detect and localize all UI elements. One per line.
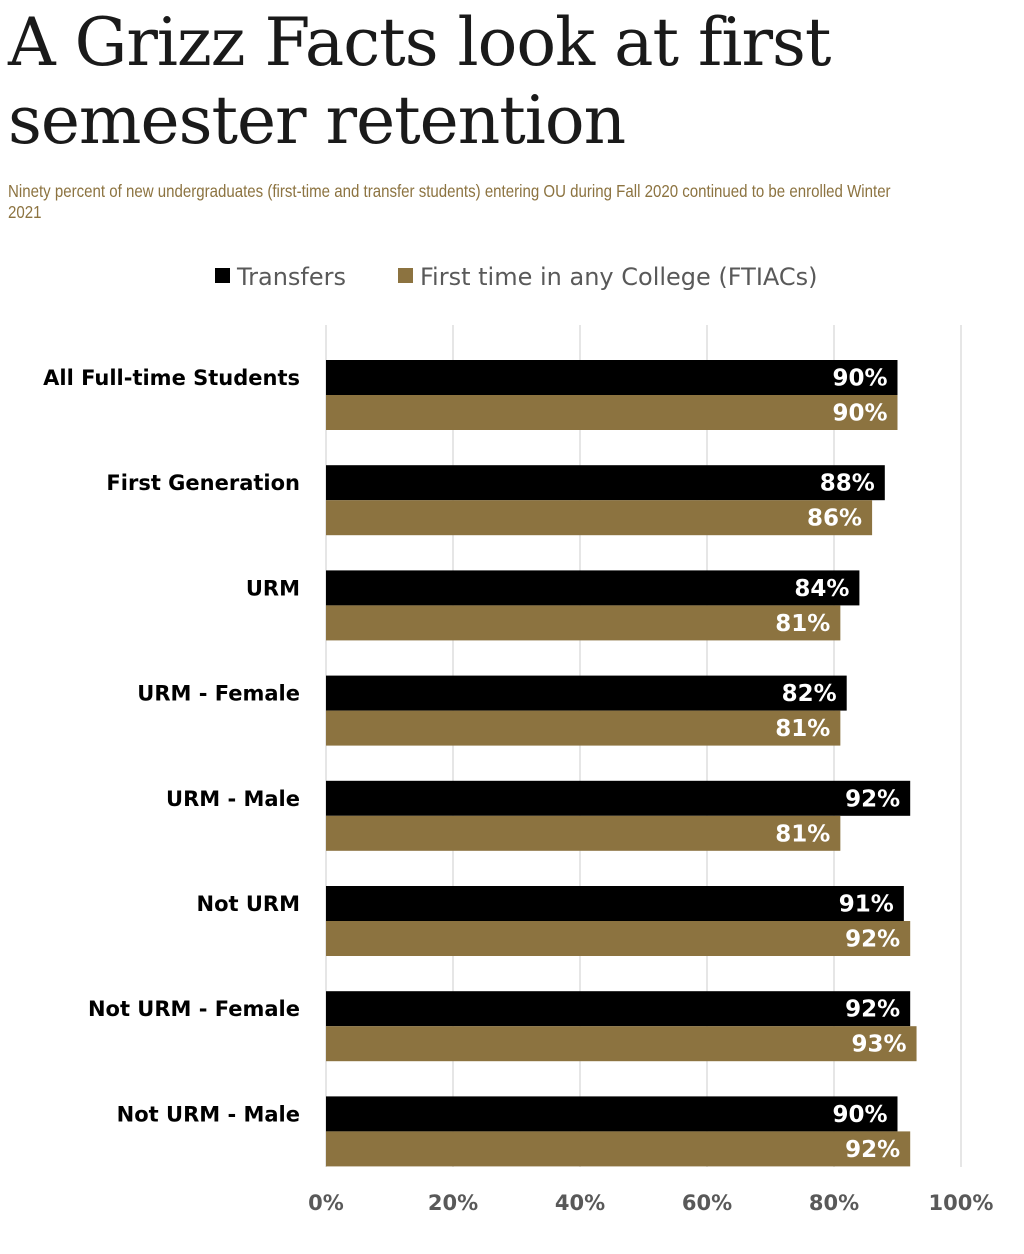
bar-value-label: 88% xyxy=(820,471,875,497)
bar-value-label: 81% xyxy=(775,821,830,847)
bar-value-label: 93% xyxy=(851,1032,906,1058)
bars xyxy=(326,360,917,1167)
bar-ftiacs xyxy=(326,1026,917,1062)
bar-transfers xyxy=(326,570,860,606)
bar-transfers xyxy=(326,1096,898,1132)
bar-transfers xyxy=(326,360,898,395)
bar-transfers xyxy=(326,886,904,921)
legend-label-transfers: Transfers xyxy=(236,263,346,291)
bar-value-label: 81% xyxy=(775,716,830,742)
x-tick-label: 80% xyxy=(809,1191,859,1215)
bar-value-label: 91% xyxy=(839,892,894,918)
page-subtitle: Ninety percent of new undergraduates (fi… xyxy=(8,181,891,222)
bar-ftiacs xyxy=(326,921,911,956)
x-tick-label: 20% xyxy=(428,1191,478,1215)
bar-value-label: 86% xyxy=(807,506,862,532)
category-label: First Generation xyxy=(106,471,300,495)
bar-transfers xyxy=(326,991,911,1027)
category-label: URM - Male xyxy=(166,787,300,811)
x-tick-label: 100% xyxy=(929,1191,994,1215)
x-tick-label: 0% xyxy=(308,1191,344,1215)
bar-ftiacs xyxy=(326,605,841,641)
bar-value-label: 84% xyxy=(794,576,849,602)
bar-ftiacs xyxy=(326,395,898,430)
bar-value-label: 92% xyxy=(845,1137,900,1163)
category-label: Not URM - Female xyxy=(88,997,300,1021)
legend: Transfers First time in any College (FTIA… xyxy=(215,263,818,291)
legend-swatch-ftiacs xyxy=(398,268,413,283)
x-axis-ticks: 0% 20% 40% 60% 80% 100% xyxy=(308,1191,993,1215)
bar-value-label: 90% xyxy=(832,366,887,392)
category-label: Not URM xyxy=(197,892,300,916)
page-title: A Grizz Facts look at first semester ret… xyxy=(8,4,831,159)
category-label: All Full-time Students xyxy=(43,366,300,390)
bar-ftiacs xyxy=(326,710,841,746)
bar-value-label: 92% xyxy=(845,997,900,1023)
bar-ftiacs xyxy=(326,815,841,851)
bar-ftiacs xyxy=(326,1131,911,1167)
legend-label-ftiacs: First time in any College (FTIACs) xyxy=(420,263,818,291)
bar-value-label: 82% xyxy=(782,681,837,707)
bar-value-label: 90% xyxy=(832,401,887,427)
bar-value-label: 90% xyxy=(832,1102,887,1128)
bar-transfers xyxy=(326,465,885,501)
bar-value-label: 92% xyxy=(845,927,900,953)
category-label: URM xyxy=(246,576,300,600)
x-tick-label: 60% xyxy=(682,1191,732,1215)
category-label: URM - Female xyxy=(137,682,300,706)
bar-transfers xyxy=(326,675,847,711)
data-labels: 90% 90% 88% 86% 84% 81% 82% 81% 92% 81% 91% 92% 92% 9… xyxy=(775,366,906,1163)
x-tick-label: 40% xyxy=(555,1191,605,1215)
bar-value-label: 81% xyxy=(775,611,830,637)
category-label: Not URM - Male xyxy=(117,1102,300,1126)
legend-swatch-transfers xyxy=(215,268,230,283)
category-labels: All Full-time Students First Generation UR… xyxy=(43,366,300,1126)
bar-ftiacs xyxy=(326,500,873,536)
bar-value-label: 92% xyxy=(845,786,900,812)
bar-transfers xyxy=(326,780,911,816)
